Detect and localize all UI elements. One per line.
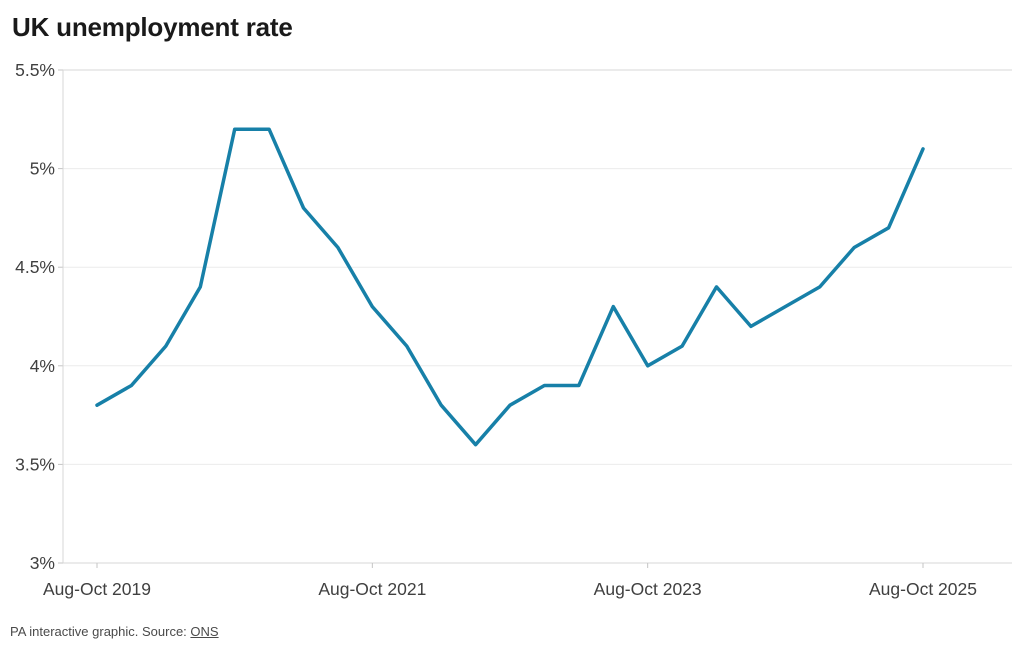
y-axis-label: 4% — [30, 356, 55, 376]
x-axis-label: Aug-Oct 2025 — [869, 579, 977, 599]
y-axis-label: 5.5% — [15, 60, 55, 80]
x-axis-label: Aug-Oct 2019 — [43, 579, 151, 599]
chart-credit: PA interactive graphic. Source: ONS — [10, 624, 219, 639]
x-axis-label: Aug-Oct 2021 — [318, 579, 426, 599]
x-axis-label: Aug-Oct 2023 — [594, 579, 702, 599]
y-axis-label: 4.5% — [15, 257, 55, 277]
y-axis-label: 3.5% — [15, 454, 55, 474]
y-axis-label: 5% — [30, 159, 55, 179]
page-title: UK unemployment rate — [12, 12, 293, 42]
credit-text: PA interactive graphic. Source: — [10, 624, 191, 639]
unemployment-rate-line-series — [95, 127, 925, 447]
source-link-ons[interactable]: ONS — [190, 624, 219, 639]
y-axis-label: 3% — [30, 553, 55, 573]
